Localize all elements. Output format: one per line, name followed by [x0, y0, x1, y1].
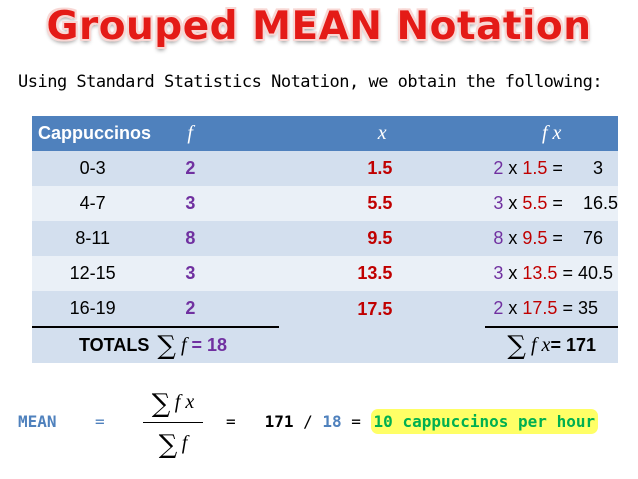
fx-cell: 8 x 9.5 = 76 [485, 221, 618, 256]
fx-op: x [503, 228, 523, 248]
sigma-symbol: ∑ [157, 330, 176, 361]
subtitle: Using Standard Statistics Notation, we o… [18, 72, 603, 92]
fx-f: 2 [493, 298, 504, 318]
table-header-row: Cappuccinos f x f x [32, 116, 618, 151]
f-cell: 3 [153, 256, 280, 291]
frequency-table: Cappuccinos f x f x 0-3 2 1.5 2 x 1.5 = … [32, 116, 618, 363]
mean-label: MEAN [18, 412, 57, 431]
result-equals: = [226, 412, 236, 431]
f-cell: 2 [153, 291, 280, 328]
header-cappuccinos: Cappuccinos [32, 116, 154, 151]
fx-result: 76 [582, 228, 603, 248]
fx-total-eq: = [550, 334, 566, 355]
table-row: 0-3 2 1.5 2 x 1.5 = 3 [32, 151, 618, 186]
f-total-cell: ∑ f = 18 [153, 327, 280, 363]
fx-symbol: f x [531, 333, 551, 356]
table-row: 16-19 2 17.5 2 x 17.5 = 35 [32, 291, 618, 328]
numerator-expr: f x [174, 391, 195, 413]
fx-f: 3 [493, 193, 504, 213]
fx-x: 5.5 [522, 193, 548, 213]
fx-result: 40.5 [577, 263, 613, 283]
x-total-cell [279, 327, 486, 363]
fx-eq: = [557, 263, 578, 283]
header-x: x [279, 116, 486, 151]
fx-op: x [503, 193, 523, 213]
f-total-value: 18 [207, 334, 228, 355]
x-cell: 5.5 [279, 186, 486, 221]
fx-eq: = [547, 193, 583, 213]
mean-equals: = [95, 412, 105, 431]
result-denominator: 18 [322, 412, 342, 431]
sigma-symbol: ∑ [158, 429, 178, 460]
fx-cell: 2 x 17.5 = 35 [485, 291, 618, 328]
fx-f: 2 [493, 158, 504, 178]
page-title: Grouped MEAN Notation [46, 4, 592, 49]
x-cell: 1.5 [279, 151, 486, 186]
range-cell: 12-15 [32, 256, 154, 291]
fx-op: x [503, 158, 523, 178]
f-total-eq: = [186, 334, 208, 355]
fx-result: 16.5 [582, 193, 618, 213]
result-numerator: 171 [264, 412, 294, 431]
fx-f: 8 [493, 228, 504, 248]
x-cell: 9.5 [279, 221, 486, 256]
fx-f: 3 [493, 263, 504, 283]
fx-cell: 3 x 5.5 = 16.5 [485, 186, 618, 221]
fx-cell: 3 x 13.5 = 40.5 [485, 256, 618, 291]
mean-answer: 10 cappuccinos per hour [370, 409, 599, 434]
f-cell: 3 [153, 186, 280, 221]
table-row: 8-11 8 9.5 8 x 9.5 = 76 [32, 221, 618, 256]
f-cell: 2 [153, 151, 280, 186]
f-cell: 8 [153, 221, 280, 256]
totals-label: TOTALS [32, 327, 154, 363]
fraction-bar [143, 422, 203, 423]
result-equals-2: = [341, 412, 371, 431]
fx-x: 9.5 [522, 228, 548, 248]
range-cell: 0-3 [32, 151, 154, 186]
sigma-symbol: ∑ [151, 388, 171, 419]
fx-x: 13.5 [522, 263, 558, 283]
table-row: 4-7 3 5.5 3 x 5.5 = 16.5 [32, 186, 618, 221]
header-fx: f x [485, 116, 618, 151]
fx-result: 3 [592, 158, 603, 178]
fx-total-value: 171 [565, 334, 596, 355]
sigma-symbol: ∑ [507, 330, 526, 361]
mean-result: = 171 / 18 = 10 cappuccinos per hour [226, 409, 599, 434]
fx-eq: = [557, 298, 578, 318]
f-symbol: f [180, 333, 187, 356]
fx-result: 35 [577, 298, 598, 318]
denominator-expr: f [181, 432, 188, 454]
fx-x: 17.5 [522, 298, 558, 318]
mean-fraction: ∑ f x ∑ f [140, 384, 206, 461]
totals-row: TOTALS ∑ f = 18 ∑ f x= 171 [32, 327, 618, 363]
fx-op: x [503, 298, 523, 318]
x-cell: 13.5 [279, 256, 486, 291]
table-row: 12-15 3 13.5 3 x 13.5 = 40.5 [32, 256, 618, 291]
fx-op: x [503, 263, 523, 283]
fx-eq: = [547, 228, 583, 248]
fx-cell: 2 x 1.5 = 3 [485, 151, 618, 186]
fraction-numerator: ∑ f x [140, 384, 206, 420]
x-cell: 17.5 [279, 291, 486, 327]
fraction-denominator: ∑ f [140, 425, 206, 461]
header-f: f [153, 116, 280, 151]
result-slash: / [293, 412, 323, 431]
range-cell: 4-7 [32, 186, 154, 221]
range-cell: 8-11 [32, 221, 154, 256]
fx-total-cell: ∑ f x= 171 [485, 327, 618, 363]
range-cell: 16-19 [32, 291, 154, 328]
fx-x: 1.5 [522, 158, 548, 178]
fx-eq: = [547, 158, 593, 178]
